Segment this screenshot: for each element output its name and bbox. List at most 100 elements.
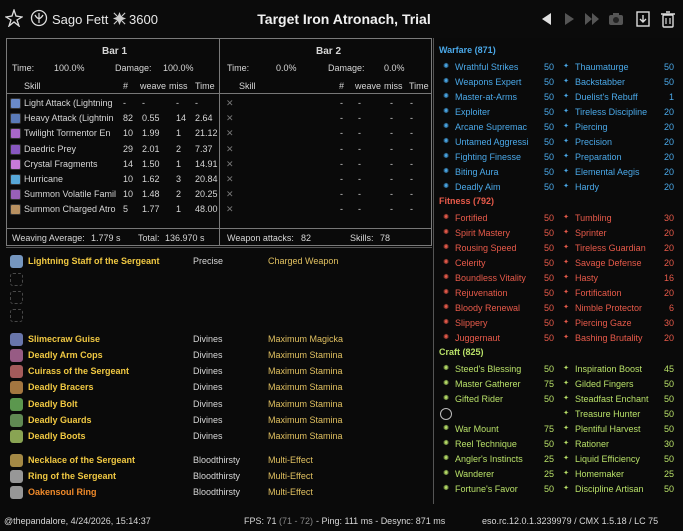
last-fight-button[interactable] bbox=[583, 10, 601, 28]
empty-star-slot-icon[interactable] bbox=[440, 408, 452, 420]
skill-miss: - bbox=[390, 174, 393, 184]
gear-item-name[interactable]: Deadly Bracers bbox=[28, 382, 94, 392]
cp-star-name: Spirit Mastery bbox=[455, 228, 511, 238]
gear-item-name[interactable]: Deadly Boots bbox=[28, 431, 86, 441]
gear-item-trait: Bloodthirsty bbox=[193, 487, 241, 497]
cp-star-value: 50 bbox=[543, 122, 554, 132]
craft-star-icon: ✺ bbox=[443, 425, 449, 432]
gear-item-name[interactable]: Oakensoul Ring bbox=[28, 487, 97, 497]
delete-fight-button[interactable] bbox=[659, 10, 677, 28]
bar2-col-miss: miss bbox=[384, 81, 403, 91]
fitness-star-icon: ✦ bbox=[563, 214, 569, 221]
cp-star-value: 20 bbox=[663, 182, 674, 192]
warfare-star-icon: ✺ bbox=[443, 168, 449, 175]
save-fight-button[interactable] bbox=[634, 10, 652, 28]
cp-star-value: 20 bbox=[663, 152, 674, 162]
fitness-star-icon: ✦ bbox=[563, 304, 569, 311]
fitness-star-icon: ✦ bbox=[563, 259, 569, 266]
skill-time: - bbox=[410, 189, 413, 200]
cp-star-value: 50 bbox=[543, 333, 554, 343]
craft-tree-title: Craft (825) bbox=[439, 347, 484, 357]
gear-item-trait: Divines bbox=[193, 382, 223, 392]
cp-star-value: 20 bbox=[663, 107, 674, 117]
skill-count: 10 bbox=[123, 128, 134, 139]
skill-time: 21.12 bbox=[195, 128, 218, 139]
skill-name: Summon Charged Atro bbox=[24, 204, 116, 215]
empty-slot-icon: ✕ bbox=[226, 98, 234, 108]
gear-item-name[interactable]: Deadly Bolt bbox=[28, 399, 78, 409]
gear-item-name[interactable]: Lightning Staff of the Sergeant bbox=[28, 256, 160, 266]
bar2-col-time: Time bbox=[409, 81, 429, 91]
belt-icon bbox=[10, 398, 23, 411]
staff-icon bbox=[10, 255, 23, 268]
cp-star-name: Gilded Fingers bbox=[575, 379, 634, 389]
gear-item-name[interactable]: Cuirass of the Sergeant bbox=[28, 366, 130, 376]
next-fight-button[interactable] bbox=[560, 10, 578, 28]
craft-star-icon: ✦ bbox=[563, 470, 569, 477]
cp-star-name: Untamed Aggressi bbox=[455, 137, 529, 147]
cp-star-name: Inspiration Boost bbox=[575, 364, 643, 374]
screenshot-button[interactable] bbox=[607, 10, 625, 28]
cp-star-value: 50 bbox=[543, 228, 554, 238]
weaving-average-label: Weaving Average: bbox=[12, 233, 85, 243]
skill-weave: - bbox=[358, 143, 361, 154]
cp-star-value: 50 bbox=[543, 92, 554, 102]
skill-count: - bbox=[340, 158, 343, 169]
cp-star-value: 50 bbox=[543, 288, 554, 298]
status-footer: @thepandalore, 4/24/2026, 15:14:37 FPS: … bbox=[0, 506, 683, 531]
empty-slot-icon: ✕ bbox=[226, 204, 234, 215]
gear-item-name[interactable]: Deadly Guards bbox=[28, 415, 92, 425]
cp-star-name: Precision bbox=[575, 137, 613, 147]
cp-star-value: 50 bbox=[543, 77, 554, 87]
gear-item-trait: Divines bbox=[193, 334, 223, 344]
cp-star-value: 50 bbox=[543, 439, 554, 449]
cp-star-value: 16 bbox=[663, 273, 674, 283]
skill-count: - bbox=[340, 189, 343, 200]
gear-item-set: Maximum Stamina bbox=[268, 366, 343, 376]
cp-star-value: 20 bbox=[663, 167, 674, 177]
cp-star-name: Celerity bbox=[455, 258, 486, 268]
warfare-star-icon: ✦ bbox=[563, 93, 569, 100]
total-value: 136.970 s bbox=[165, 233, 205, 243]
gear-item-name[interactable]: Slimecraw Guise bbox=[28, 334, 101, 344]
gear-item-name[interactable]: Ring of the Sergeant bbox=[28, 471, 117, 481]
cp-star-name: Fortune's Favor bbox=[455, 484, 518, 494]
cp-star-value: 50 bbox=[543, 213, 554, 223]
warfare-star-icon: ✦ bbox=[563, 63, 569, 70]
skill-count: - bbox=[340, 204, 343, 215]
cp-star-name: Fortification bbox=[575, 288, 622, 298]
skill-count: 10 bbox=[123, 174, 134, 184]
cp-star-value: 50 bbox=[663, 62, 674, 72]
ring-icon bbox=[10, 470, 23, 483]
skill-time: - bbox=[410, 128, 413, 139]
bar1-col-skill: Skill bbox=[24, 81, 41, 91]
gear-item-name[interactable]: Deadly Arm Cops bbox=[28, 350, 103, 360]
previous-fight-button[interactable] bbox=[538, 10, 556, 28]
alliance-icon bbox=[30, 9, 48, 27]
bar2-title: Bar 2 bbox=[316, 46, 342, 57]
gear-item-name[interactable]: Necklace of the Sergeant bbox=[28, 455, 136, 465]
skill-name: Heavy Attack (Lightnin bbox=[24, 113, 114, 124]
necklace-icon bbox=[10, 454, 23, 467]
fitness-star-icon: ✺ bbox=[443, 259, 449, 266]
skill-icon bbox=[10, 98, 21, 109]
skill-count: 5 bbox=[123, 204, 129, 215]
cp-star-name: Exploiter bbox=[455, 107, 491, 117]
cp-star-value: 45 bbox=[663, 364, 674, 374]
cp-star-name: Plentiful Harvest bbox=[575, 424, 641, 434]
cp-star-name: Hasty bbox=[575, 273, 599, 283]
cp-star-name: Fighting Finesse bbox=[455, 152, 522, 162]
skill-icon bbox=[10, 113, 21, 125]
cp-star-name: Wrathful Strikes bbox=[455, 62, 519, 72]
cp-star-value: 50 bbox=[663, 394, 674, 404]
skill-count: - bbox=[340, 143, 343, 154]
cp-star-name: Wanderer bbox=[455, 469, 495, 479]
weaving-average-value: 1.779 s bbox=[91, 233, 121, 243]
cp-star-name: Homemaker bbox=[575, 469, 625, 479]
gear-item-set: Maximum Stamina bbox=[268, 399, 343, 409]
cp-star-value: 50 bbox=[663, 484, 674, 494]
cp-star-value: 20 bbox=[663, 258, 674, 268]
fps-readout: FPS: 71 bbox=[244, 516, 277, 526]
cp-star-name: Bashing Brutality bbox=[575, 333, 643, 343]
cp-star-name: Backstabber bbox=[575, 77, 626, 87]
